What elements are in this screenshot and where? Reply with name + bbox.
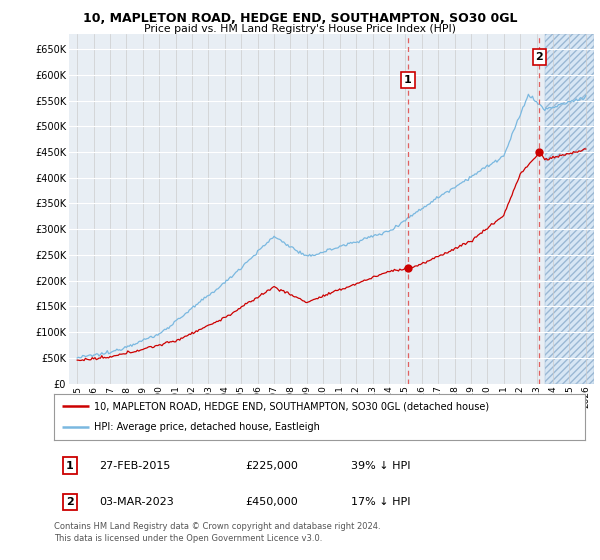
Text: 2: 2	[66, 497, 74, 507]
Text: 17% ↓ HPI: 17% ↓ HPI	[352, 497, 411, 507]
Text: 2: 2	[535, 52, 543, 62]
Text: 1: 1	[404, 75, 412, 85]
Text: 1: 1	[66, 460, 74, 470]
Text: 10, MAPLETON ROAD, HEDGE END, SOUTHAMPTON, SO30 0GL (detached house): 10, MAPLETON ROAD, HEDGE END, SOUTHAMPTO…	[94, 401, 489, 411]
Text: 10, MAPLETON ROAD, HEDGE END, SOUTHAMPTON, SO30 0GL: 10, MAPLETON ROAD, HEDGE END, SOUTHAMPTO…	[83, 12, 517, 25]
Text: £225,000: £225,000	[245, 460, 298, 470]
Text: HPI: Average price, detached house, Eastleigh: HPI: Average price, detached house, East…	[94, 422, 320, 432]
Text: 03-MAR-2023: 03-MAR-2023	[99, 497, 174, 507]
Text: 27-FEB-2015: 27-FEB-2015	[99, 460, 170, 470]
Text: Price paid vs. HM Land Registry's House Price Index (HPI): Price paid vs. HM Land Registry's House …	[144, 24, 456, 34]
Text: Contains HM Land Registry data © Crown copyright and database right 2024.
This d: Contains HM Land Registry data © Crown c…	[54, 522, 380, 543]
Text: £450,000: £450,000	[245, 497, 298, 507]
Text: 39% ↓ HPI: 39% ↓ HPI	[352, 460, 411, 470]
